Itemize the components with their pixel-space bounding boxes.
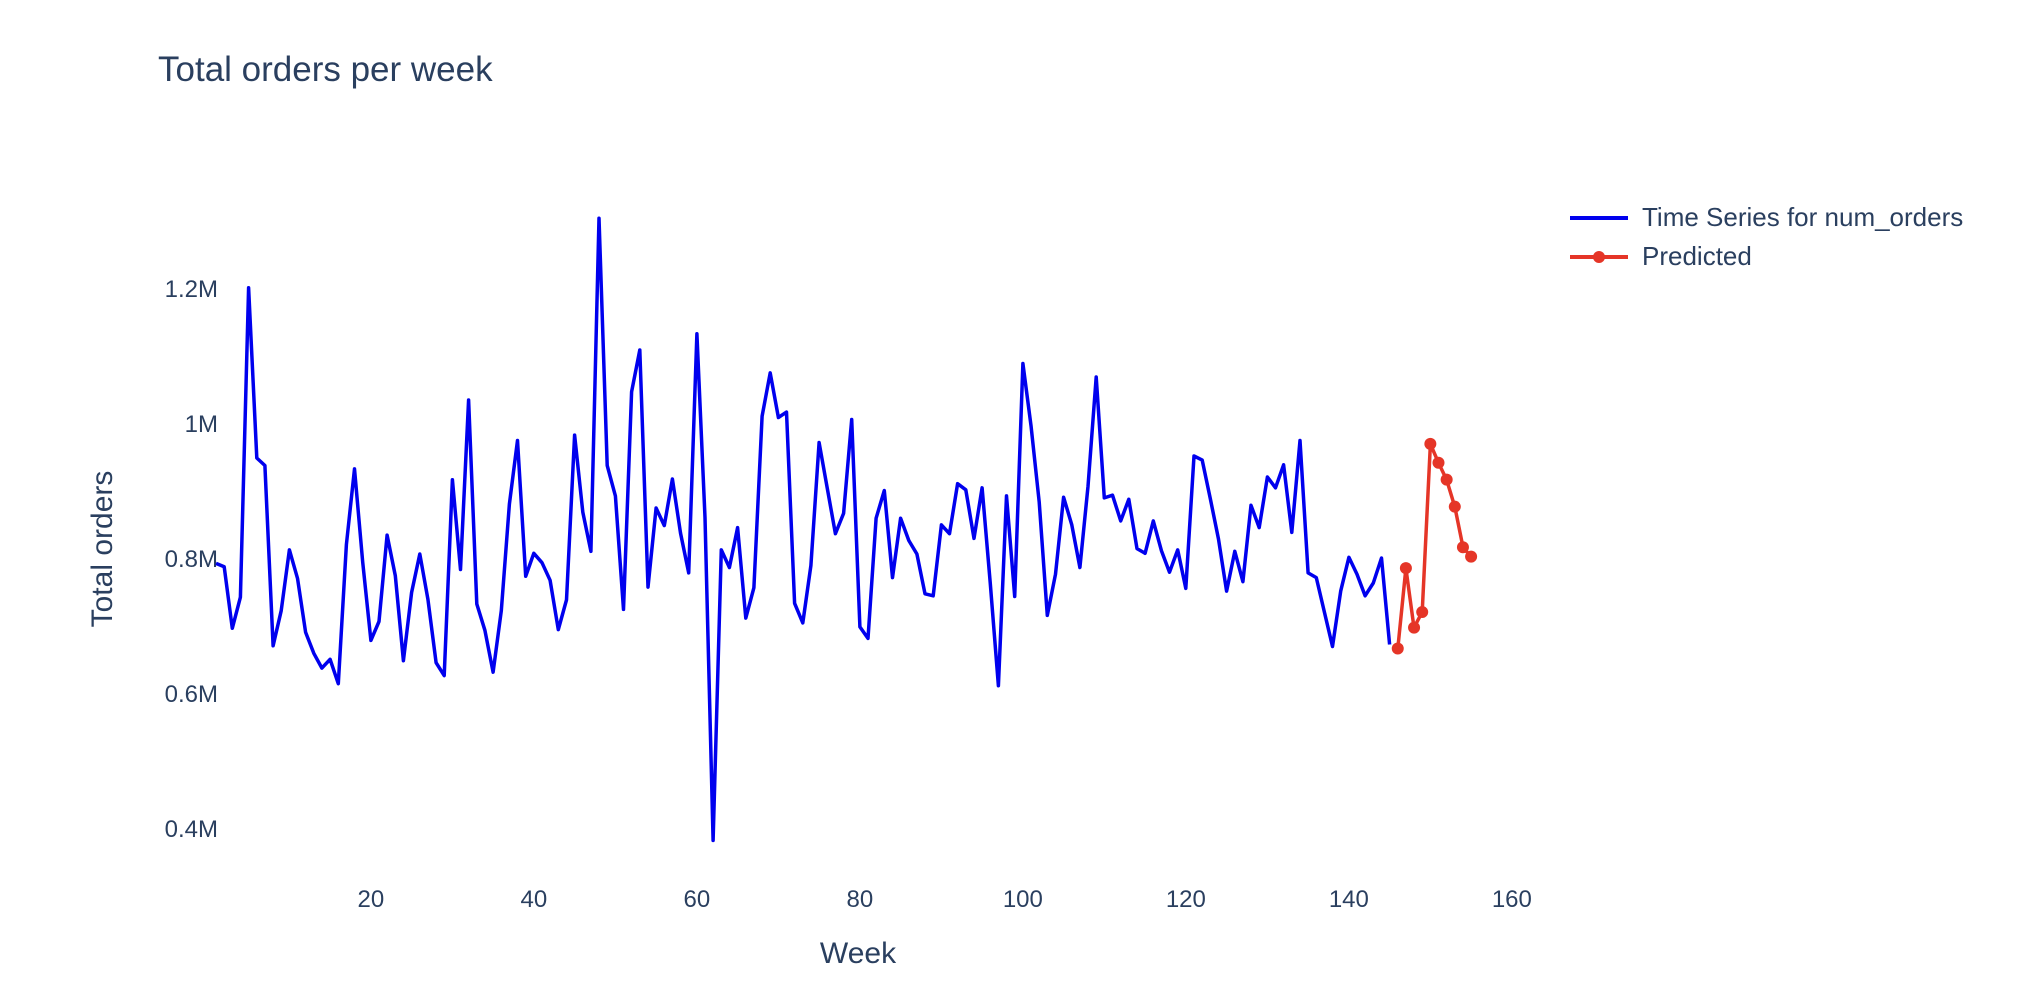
chart-title: Total orders per week [158, 50, 493, 89]
y-tick-label: 1M [185, 411, 218, 438]
predicted-point[interactable] [1399, 562, 1412, 575]
y-tick-label: 0.4M [165, 816, 218, 843]
series-line-predicted[interactable] [1396, 442, 1473, 649]
x-tick-label: 80 [846, 886, 873, 913]
predicted-point[interactable] [1432, 456, 1445, 469]
y-axis-title: Total orders [86, 471, 119, 628]
x-tick-label: 40 [520, 886, 547, 913]
legend-item-time-series[interactable]: Time Series for num_orders [1568, 198, 1963, 237]
x-tick-label: 120 [1166, 886, 1206, 913]
series-line-time-series[interactable] [215, 216, 1392, 843]
predicted-point[interactable] [1416, 606, 1429, 619]
legend-line-marker-swatch [1570, 250, 1628, 263]
legend-line-swatch [1570, 215, 1628, 220]
predicted-point[interactable] [1448, 500, 1461, 513]
x-tick-label: 20 [357, 886, 384, 913]
legend[interactable]: Time Series for num_orders Predicted [1568, 198, 1963, 276]
x-tick-label: 140 [1329, 886, 1369, 913]
x-tick-label: 160 [1492, 886, 1532, 913]
legend-label-predicted: Predicted [1642, 241, 1752, 271]
predicted-point[interactable] [1391, 642, 1404, 655]
y-tick-label: 0.6M [165, 681, 218, 708]
plot-area [215, 216, 1478, 843]
x-axis-ticks: 20 40 60 80 100 120 140 160 [357, 886, 1531, 913]
y-axis-ticks: 0.4M 0.6M 0.8M 1M 1.2M [165, 276, 218, 843]
predicted-point[interactable] [1456, 541, 1469, 554]
x-tick-label: 60 [683, 886, 710, 913]
x-axis-title: Week [820, 937, 897, 970]
legend-item-predicted[interactable]: Predicted [1568, 237, 1963, 276]
predicted-point[interactable] [1440, 473, 1453, 486]
predicted-point[interactable] [1465, 550, 1478, 563]
predicted-point[interactable] [1408, 621, 1421, 634]
legend-label-time-series: Time Series for num_orders [1642, 202, 1964, 232]
x-tick-label: 100 [1003, 886, 1043, 913]
y-tick-label: 1.2M [165, 276, 218, 303]
y-tick-label: 0.8M [165, 546, 218, 573]
predicted-point[interactable] [1424, 437, 1437, 450]
